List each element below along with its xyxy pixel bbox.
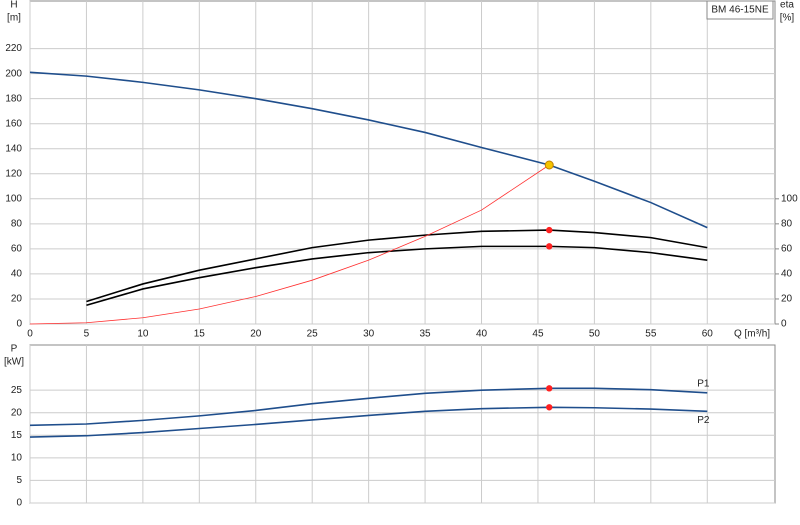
y-tick-label: 20 — [11, 407, 23, 418]
duty-point — [544, 160, 554, 170]
y2-tick-label: 40 — [781, 269, 793, 280]
curve — [86, 245, 708, 306]
y-tick-label: 5 — [16, 475, 22, 486]
y-tick-label: 220 — [5, 43, 22, 54]
x-tick-label: 45 — [532, 329, 544, 340]
y2-axis-unit: [%] — [780, 13, 795, 24]
duty-point — [546, 226, 553, 234]
y2-tick-label: 20 — [781, 294, 793, 305]
x-tick-label: 20 — [250, 329, 262, 340]
duty-point — [546, 385, 553, 392]
x-tick-label: 50 — [589, 329, 601, 340]
y-tick-label: 10 — [11, 452, 23, 463]
y-tick-label: 120 — [5, 168, 22, 179]
y-tick-label: 0 — [16, 498, 22, 509]
x-axis-label: Q [m³/h] — [734, 329, 770, 340]
y-tick-label: 25 — [11, 385, 23, 396]
x-tick-label: 15 — [194, 329, 206, 340]
y2-tick-label: 100 — [781, 193, 798, 204]
duty-point — [546, 404, 553, 411]
x-tick-label: 40 — [476, 329, 488, 340]
y-tick-label: 80 — [11, 218, 23, 229]
plot-frame — [29, 0, 776, 325]
x-tick-label: 60 — [702, 329, 714, 340]
y-tick-label: 180 — [5, 93, 22, 104]
y-tick-label: 140 — [5, 143, 22, 154]
title-box — [706, 0, 774, 20]
x-tick-label: 35 — [420, 329, 432, 340]
x-tick-label: 25 — [307, 329, 319, 340]
y2-tick-label: 80 — [781, 218, 793, 229]
x-tick-label: 10 — [137, 329, 149, 340]
y2-tick-label: 0 — [781, 319, 787, 330]
curve — [29, 71, 708, 229]
y-axis-unit: [m] — [7, 13, 21, 24]
y-tick-label: 0 — [16, 319, 22, 330]
curve — [29, 164, 550, 325]
y-tick-label: 40 — [11, 269, 23, 280]
y-axis-label: P — [11, 344, 18, 355]
x-tick-label: 5 — [84, 329, 90, 340]
curve — [29, 406, 708, 438]
y-tick-label: 100 — [5, 193, 22, 204]
y-tick-label: 160 — [5, 118, 22, 129]
y-axis-unit: [kW] — [4, 357, 24, 368]
x-tick-label: 30 — [363, 329, 375, 340]
series-label: P1 — [697, 378, 710, 389]
plot-frame — [29, 344, 776, 504]
y-tick-label: 15 — [11, 430, 23, 441]
x-tick-label: 0 — [27, 329, 33, 340]
chart-title: BM 46-15NE — [711, 5, 769, 16]
y-axis-label: H — [10, 0, 17, 11]
curve — [86, 229, 708, 303]
series-label: P2 — [697, 415, 710, 426]
y2-tick-label: 60 — [781, 244, 793, 255]
y2-axis-label: eta — [780, 0, 794, 11]
duty-point — [546, 243, 553, 250]
curve — [29, 387, 708, 427]
x-tick-label: 55 — [645, 329, 657, 340]
y-tick-label: 60 — [11, 244, 23, 255]
y-tick-label: 20 — [11, 294, 23, 305]
y-tick-label: 200 — [5, 68, 22, 79]
